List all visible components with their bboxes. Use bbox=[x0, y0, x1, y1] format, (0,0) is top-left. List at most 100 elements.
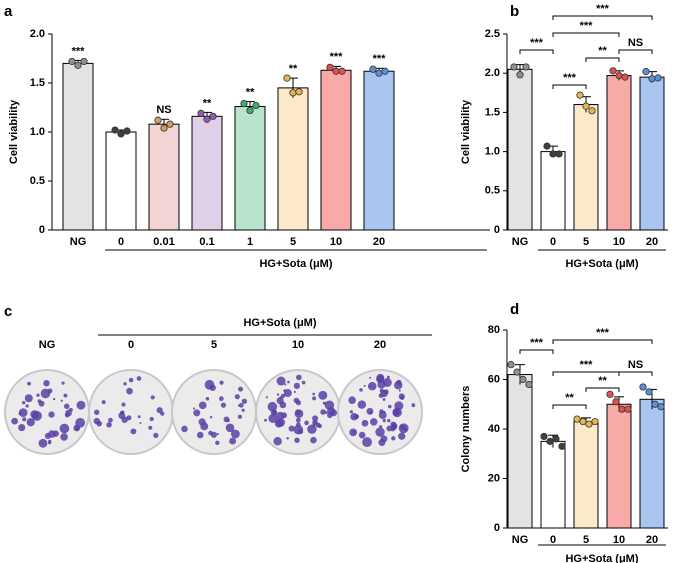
colony bbox=[403, 427, 408, 432]
data-point bbox=[209, 112, 217, 120]
colony bbox=[209, 415, 213, 419]
comparison-label: *** bbox=[530, 337, 544, 349]
bar bbox=[573, 421, 599, 529]
colony bbox=[362, 437, 372, 448]
y-tick-label: 2.0 bbox=[30, 28, 45, 40]
colony bbox=[65, 409, 72, 417]
colony bbox=[350, 413, 358, 421]
colony bbox=[270, 409, 278, 416]
data-point bbox=[621, 73, 629, 81]
y-tick-label: 1.5 bbox=[30, 77, 45, 89]
colony bbox=[204, 379, 215, 390]
colony bbox=[380, 435, 388, 443]
data-point bbox=[642, 68, 650, 76]
comparison-label: *** bbox=[530, 37, 544, 49]
x-tick-label: 5 bbox=[290, 236, 296, 248]
colony bbox=[387, 404, 392, 409]
x-tick-label: 1 bbox=[247, 236, 253, 248]
colony bbox=[369, 376, 372, 379]
colony bbox=[307, 424, 317, 434]
data-point bbox=[654, 74, 662, 82]
data-point bbox=[68, 57, 76, 66]
colony bbox=[61, 381, 65, 385]
data-point bbox=[516, 71, 524, 79]
data-point bbox=[522, 63, 530, 71]
comparison-bracket bbox=[519, 349, 554, 354]
significance: ** bbox=[203, 97, 212, 109]
x-tick-label: NG bbox=[70, 236, 87, 248]
colony bbox=[150, 395, 155, 400]
colony bbox=[376, 373, 385, 382]
colony bbox=[295, 400, 302, 406]
colony bbox=[287, 380, 290, 384]
comparison-bracket bbox=[585, 57, 620, 62]
colony bbox=[276, 376, 286, 386]
colony bbox=[324, 411, 328, 415]
data-point bbox=[519, 375, 527, 384]
bar bbox=[234, 106, 266, 231]
colony bbox=[268, 413, 278, 423]
colony bbox=[267, 401, 278, 412]
colony bbox=[200, 422, 209, 431]
colony bbox=[301, 380, 306, 385]
colony bbox=[320, 409, 326, 415]
comparison-label: ** bbox=[598, 45, 607, 57]
colony bbox=[310, 436, 317, 444]
colony bbox=[53, 397, 56, 401]
group-label: HG+Sota (μM) bbox=[565, 553, 638, 563]
data-point bbox=[513, 368, 521, 376]
colony bbox=[193, 407, 196, 410]
colony bbox=[361, 419, 369, 427]
comparison-bracket bbox=[552, 339, 653, 344]
significance: NS bbox=[156, 104, 171, 116]
comparison-bracket bbox=[552, 15, 653, 20]
bar bbox=[507, 68, 533, 231]
colony bbox=[392, 407, 402, 418]
colony bbox=[75, 426, 80, 431]
data-point bbox=[549, 150, 557, 158]
bar bbox=[191, 115, 223, 231]
x-tick-label: 0 bbox=[550, 534, 556, 546]
data-point bbox=[591, 417, 599, 426]
x-tick-label: 10 bbox=[613, 534, 625, 546]
bar bbox=[540, 151, 566, 231]
data-point bbox=[618, 405, 626, 413]
colony bbox=[241, 398, 248, 404]
data-point bbox=[609, 67, 617, 75]
data-point bbox=[111, 126, 119, 134]
colony bbox=[264, 418, 267, 422]
bar bbox=[507, 374, 533, 529]
data-point bbox=[657, 403, 665, 411]
bar bbox=[639, 76, 665, 231]
colony bbox=[18, 408, 28, 417]
colony bbox=[22, 417, 27, 422]
colony bbox=[411, 403, 416, 408]
colony bbox=[398, 432, 406, 440]
colony bbox=[106, 422, 112, 428]
colony bbox=[40, 388, 51, 399]
data-point bbox=[612, 398, 620, 406]
bar bbox=[277, 87, 309, 231]
colony bbox=[11, 417, 18, 425]
panel-label: c bbox=[4, 303, 12, 320]
colony bbox=[357, 400, 367, 409]
colony bbox=[60, 433, 68, 441]
x-tick-label: 10 bbox=[613, 236, 625, 248]
colony bbox=[387, 418, 391, 423]
x-tick-label: 5 bbox=[583, 534, 589, 546]
colony bbox=[123, 382, 127, 386]
colony bbox=[148, 425, 153, 430]
data-point bbox=[588, 107, 596, 115]
data-point bbox=[375, 69, 383, 77]
colony bbox=[121, 402, 126, 407]
colony bbox=[181, 425, 188, 433]
colony bbox=[219, 380, 224, 385]
comparison-label: *** bbox=[596, 327, 610, 339]
bar bbox=[573, 104, 599, 231]
y-tick-label: 0 bbox=[494, 522, 500, 534]
colony bbox=[294, 437, 300, 443]
colony bbox=[118, 412, 126, 420]
colony bbox=[276, 393, 280, 396]
colony bbox=[63, 393, 68, 398]
colony bbox=[312, 392, 316, 396]
